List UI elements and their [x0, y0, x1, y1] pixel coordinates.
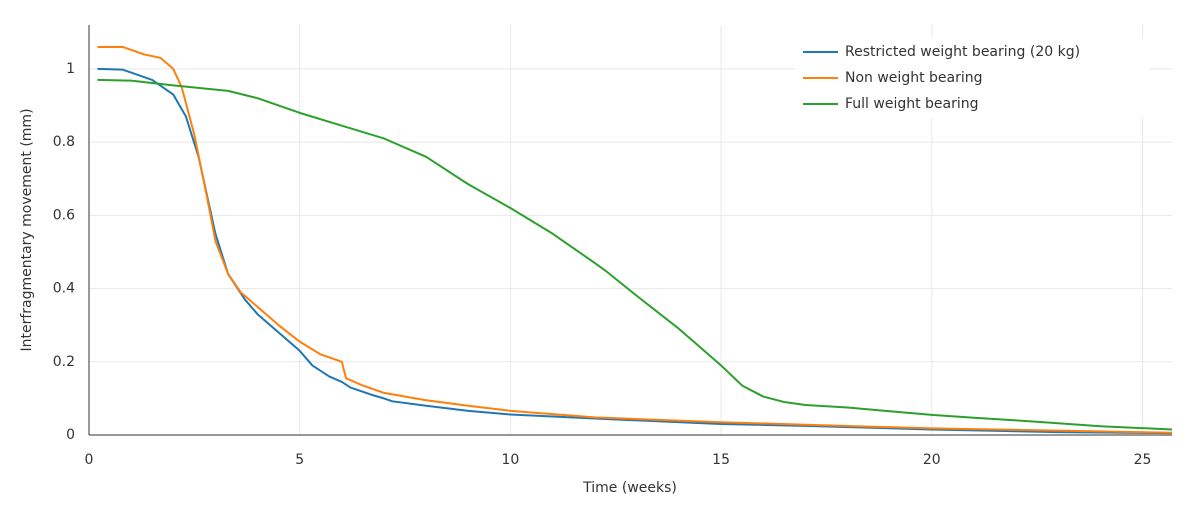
y-tick-label: 0.8 — [53, 134, 75, 150]
x-tick-label: 10 — [501, 452, 519, 468]
series-line — [97, 67, 1173, 435]
series-line — [97, 78, 1173, 431]
legend-label: Non weight bearing — [845, 70, 983, 86]
x-tick-label: 20 — [923, 452, 941, 468]
legend-label: Full weight bearing — [845, 96, 979, 112]
x-tick-label: 0 — [85, 452, 94, 468]
y-tick-label: 0 — [66, 427, 75, 443]
legend: Restricted weight bearing (20 kg) Non wei… — [795, 38, 1150, 118]
series-line — [97, 45, 1173, 434]
y-tick-label: 0.2 — [53, 354, 75, 370]
y-axis-label: Interfragmentary movement (mm) — [19, 108, 35, 351]
x-tick-label: 15 — [712, 452, 730, 468]
x-axis-label: Time (weeks) — [582, 480, 677, 496]
x-tick-label: 5 — [295, 452, 304, 468]
legend-label: Restricted weight bearing (20 kg) — [845, 44, 1080, 60]
y-tick-label: 1 — [66, 61, 75, 77]
y-tick-label: 0.6 — [53, 207, 75, 223]
y-tick-label: 0.4 — [53, 281, 75, 297]
x-tick-label: 25 — [1134, 452, 1152, 468]
legend-background — [795, 38, 1150, 118]
